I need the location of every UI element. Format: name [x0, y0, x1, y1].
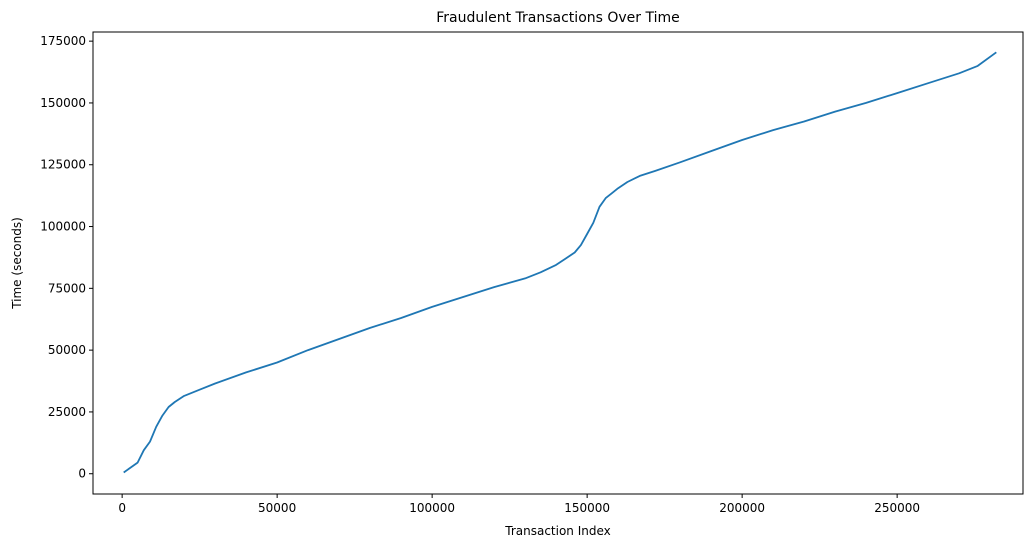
x-axis: 0 50000 100000 150000 200000 250000: [118, 494, 920, 515]
plot-frame: [92, 31, 1024, 495]
y-tick-label: 50000: [48, 343, 86, 357]
y-tick-label: 150000: [40, 96, 86, 110]
y-axis: 0 25000 50000 75000 100000 125000 150000 175000: [40, 34, 93, 481]
x-axis-label: Transaction Index: [504, 524, 611, 538]
chart-title: Fraudulent Transactions Over Time: [436, 10, 680, 26]
x-tick-label: 250000: [874, 501, 920, 515]
y-tick-label: 175000: [40, 34, 86, 48]
y-tick-label: 0: [78, 467, 86, 481]
x-tick-label: 150000: [564, 501, 610, 515]
series-line: [123, 51, 997, 474]
y-tick-label: 25000: [48, 405, 86, 419]
y-axis-label: Time (seconds): [10, 217, 24, 310]
y-tick-label: 100000: [40, 220, 86, 234]
x-tick-label: 200000: [719, 501, 765, 515]
y-tick-label: 75000: [48, 281, 86, 295]
y-tick-label: 125000: [40, 158, 86, 172]
plot-area: [92, 31, 1024, 495]
x-tick-label: 50000: [258, 501, 296, 515]
x-tick-label: 0: [118, 501, 126, 515]
x-tick-label: 100000: [409, 501, 455, 515]
